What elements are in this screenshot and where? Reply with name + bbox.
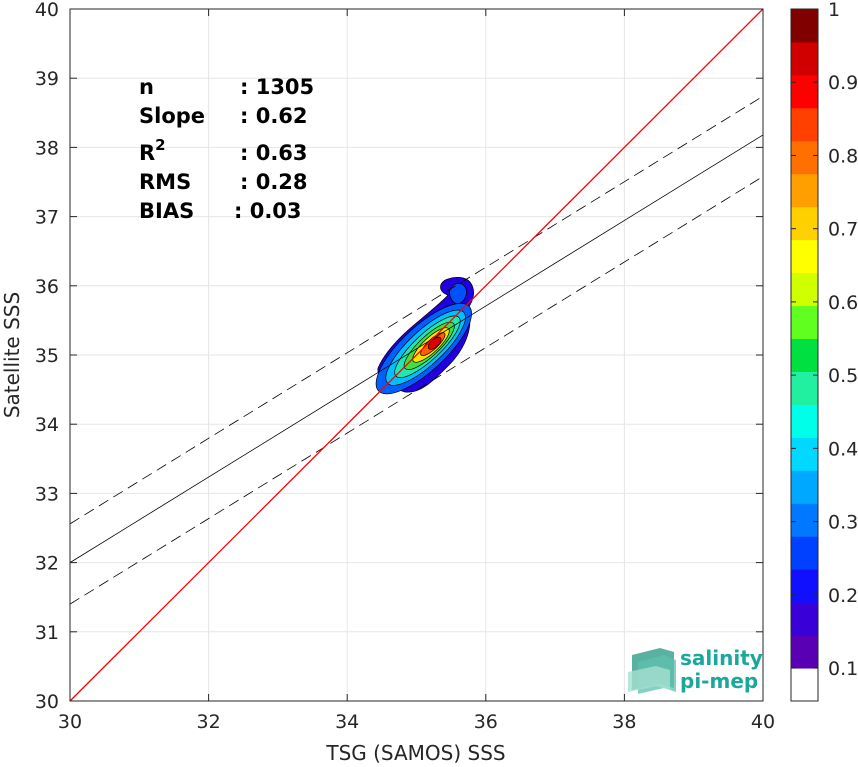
colorbar-segment [791,602,818,636]
x-tick-label: 36 [474,711,498,733]
stat-label: n [139,75,154,99]
colorbar-tick-label: 0.9 [828,72,858,94]
stat-label: BIAS [139,199,194,223]
density-contours [375,276,474,395]
colorbar-segment [791,503,818,537]
y-tick-label: 30 [35,691,59,713]
stat-value: : 0.62 [240,104,308,128]
y-tick-label: 37 [35,207,59,229]
x-tick-label: 40 [751,711,775,733]
fit-line [69,134,764,563]
y-tick-label: 39 [35,68,59,90]
colorbar-segment [791,41,818,76]
y-axis-title: Satellite SSS [0,292,24,418]
regression-lines [69,8,764,702]
colorbar-segment [791,635,818,669]
y-tick-label: 31 [35,622,59,644]
y-axis-ticks: 30 31 32 33 34 35 36 37 38 39 40 [35,0,763,713]
colorbar-segment [791,437,818,471]
colorbar-segment [791,470,818,504]
colorbar-segment [791,140,818,175]
colorbar-tick-label: 0.6 [828,292,858,314]
colorbar-tick-label: 0.3 [828,512,858,534]
colorbar-tick-label: 0.4 [828,438,858,460]
x-tick-label: 38 [612,711,636,733]
colorbar-tick-label: 0.8 [828,145,858,167]
colorbar-segment [791,536,818,570]
colorbar-segment [791,173,818,208]
colorbar-tick-label: 0.7 [828,219,858,241]
logo: salinity pi-mep [628,646,763,694]
colorbar-tick-label: 0.5 [828,365,858,387]
colorbar-segment [791,206,818,241]
density-contour [449,283,467,304]
colorbar-segment [791,9,818,43]
x-axis-title: TSG (SAMOS) SSS [325,741,505,765]
stat-label-superscript: 2 [155,136,165,154]
identity-line [69,8,764,702]
colorbar-segment [791,668,818,702]
y-tick-label: 38 [35,137,59,159]
y-tick-label: 32 [35,553,59,575]
y-tick-label: 33 [35,483,59,505]
x-tick-label: 34 [335,711,359,733]
colorbar-segment [791,305,818,340]
y-tick-label: 35 [35,345,59,367]
stat-value: : 0.28 [240,170,308,194]
stat-value: : 0.63 [240,141,308,165]
colorbar-segment [791,371,818,405]
colorbar: 0.1 0.2 0.3 0.4 0.5 0.6 0.7 0.8 0.9 1 [790,0,858,702]
y-tick-label: 34 [35,414,59,436]
colorbar-tick-label: 0.1 [828,658,858,680]
y-tick-label: 36 [35,276,59,298]
stat-label: Slope [139,104,205,128]
colorbar-tick-label: 1 [828,0,840,21]
y-tick-label: 40 [35,0,59,21]
logo-line1: salinity [680,646,763,670]
colorbar-segment [791,272,818,307]
colorbar-tick-label: 0.2 [828,585,858,607]
stat-label: RMS [139,170,191,194]
colorbar-segment [791,404,818,438]
colorbar-segment [791,338,818,372]
colorbar-segment [791,107,818,142]
colorbar-frame [790,8,819,702]
x-axis-ticks: 30 32 34 36 38 40 [58,9,775,733]
logo-line2: pi-mep [680,669,758,693]
stat-value: : 1305 [240,75,314,99]
lower-bound-line [69,176,764,605]
stat-label: R2 [139,136,166,165]
upper-bound-line [69,95,764,525]
stats-box: n : 1305 Slope : 0.62 R2 : 0.63 RMS : 0.28 BIAS:… [139,75,314,223]
colorbar-segment [791,239,818,274]
colorbar-segment [791,569,818,603]
colorbar-segment [791,74,818,109]
x-tick-label: 32 [197,711,221,733]
logo-waves-icon [628,648,676,694]
x-tick-label: 30 [58,711,82,733]
stat-value: : 0.03 [234,199,302,223]
